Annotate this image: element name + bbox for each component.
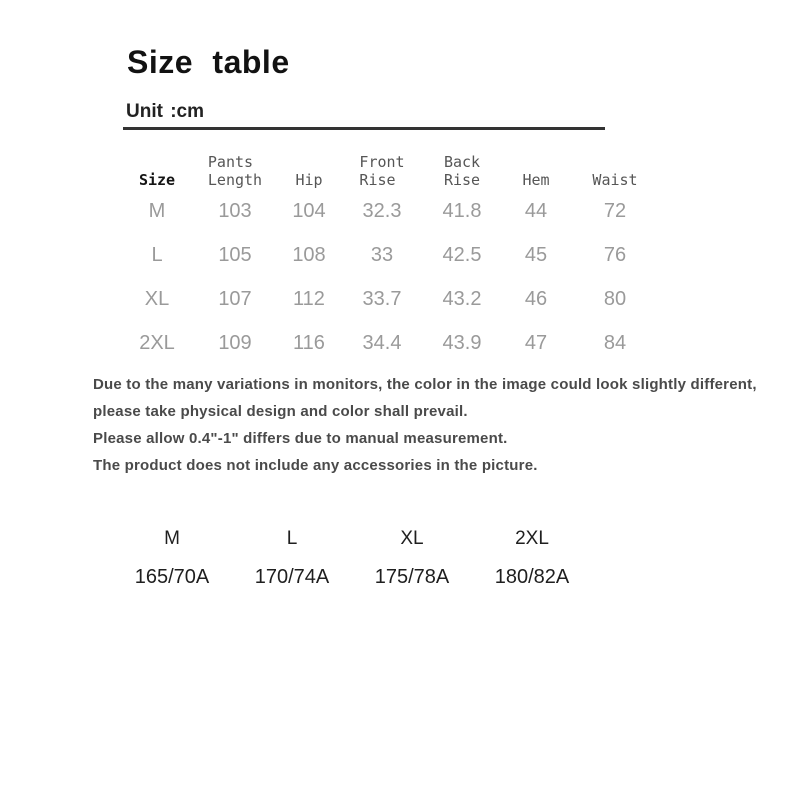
size-cell: XL <box>144 288 170 310</box>
page-title: Size table <box>127 44 290 80</box>
value-cell-pants-length: 103 <box>218 200 252 222</box>
model-size-reference: M 165/70A L 170/74A XL 175/78A 2XL 180/8… <box>112 521 592 597</box>
value-cell-front-rise: 34.4 <box>362 332 402 354</box>
value-cell-hem: 45 <box>524 244 548 266</box>
reference-size-label: 2XL <box>515 528 549 549</box>
value-cell-hem: 47 <box>524 332 548 354</box>
reference-column-l: L 170/74A <box>232 521 352 597</box>
size-cell: M <box>148 200 166 222</box>
table-row-xl: XL 107 112 33.7 43.2 46 80 <box>122 278 658 321</box>
value-cell-front-rise: 33.7 <box>362 288 402 310</box>
value-cell-waist: 72 <box>603 200 627 222</box>
value-cell-back-rise: 42.5 <box>442 244 482 266</box>
value-cell-waist: 80 <box>603 288 627 310</box>
reference-column-xl: XL 175/78A <box>352 521 472 597</box>
reference-spec-value: 165/70A <box>134 566 210 588</box>
note-line: Please allow 0.4"-1" differs due to manu… <box>93 430 508 447</box>
column-header-label: Hem <box>522 171 550 189</box>
reference-column-m: M 165/70A <box>112 521 232 597</box>
value-cell-hip: 104 <box>292 200 326 222</box>
column-header-hem: Hem <box>500 171 572 189</box>
reference-size-label: L <box>286 528 298 549</box>
title-underline <box>123 127 605 130</box>
column-header-label: Pants Length <box>207 153 263 189</box>
value-cell-front-rise: 33 <box>370 244 394 266</box>
column-header-label: Front Rise <box>359 153 405 189</box>
value-cell-hip: 116 <box>293 332 325 354</box>
column-header-pants-length: Pants Length <box>192 153 278 189</box>
size-cell: L <box>151 244 163 266</box>
value-cell-waist: 84 <box>603 332 627 354</box>
note-line: The product does not include any accesso… <box>93 457 538 474</box>
disclaimer-notes: Due to the many variations in monitors, … <box>93 371 773 479</box>
value-cell-hem: 44 <box>524 200 548 222</box>
reference-size-label: M <box>164 528 180 549</box>
value-cell-hip: 112 <box>293 288 325 310</box>
table-row-m: M 103 104 32.3 41.8 44 72 <box>122 190 658 233</box>
reference-spec-value: 175/78A <box>374 566 450 588</box>
column-header-label: Hip <box>295 171 323 189</box>
value-cell-hip: 108 <box>292 244 326 266</box>
size-cell: 2XL <box>139 332 175 354</box>
reference-spec-value: 170/74A <box>254 566 330 588</box>
value-cell-back-rise: 43.9 <box>442 332 482 354</box>
column-header-size: Size <box>122 171 192 189</box>
value-cell-back-rise: 43.2 <box>442 288 482 310</box>
reference-spec-value: 180/82A <box>494 566 570 588</box>
column-header-front-rise: Front Rise <box>340 153 424 189</box>
table-row-l: L 105 108 33 42.5 45 76 <box>122 234 658 277</box>
column-header-hip: Hip <box>278 171 340 189</box>
value-cell-pants-length: 107 <box>218 288 252 310</box>
column-header-label: Back Rise <box>443 153 481 189</box>
value-cell-pants-length: 109 <box>218 332 252 354</box>
table-row-2xl: 2XL 109 116 34.4 43.9 47 84 <box>122 322 658 365</box>
value-cell-hem: 46 <box>524 288 548 310</box>
value-cell-pants-length: 105 <box>218 244 252 266</box>
value-cell-back-rise: 41.8 <box>442 200 482 222</box>
value-cell-front-rise: 32.3 <box>362 200 402 222</box>
column-header-waist: Waist <box>572 171 658 189</box>
reference-column-2xl: 2XL 180/82A <box>472 521 592 597</box>
column-header-label: Size <box>138 171 176 189</box>
size-table-header-row: Size Pants Length Hip Front Rise Back Ri… <box>122 153 658 189</box>
reference-size-label: XL <box>400 528 424 549</box>
size-table: Size Pants Length Hip Front Rise Back Ri… <box>122 153 658 365</box>
value-cell-waist: 76 <box>603 244 627 266</box>
column-header-back-rise: Back Rise <box>424 153 500 189</box>
note-line: Due to the many variations in monitors, … <box>93 376 757 393</box>
unit-label: Unit :cm <box>126 101 204 122</box>
column-header-label: Waist <box>592 171 638 189</box>
note-line: please take physical design and color sh… <box>93 403 468 420</box>
